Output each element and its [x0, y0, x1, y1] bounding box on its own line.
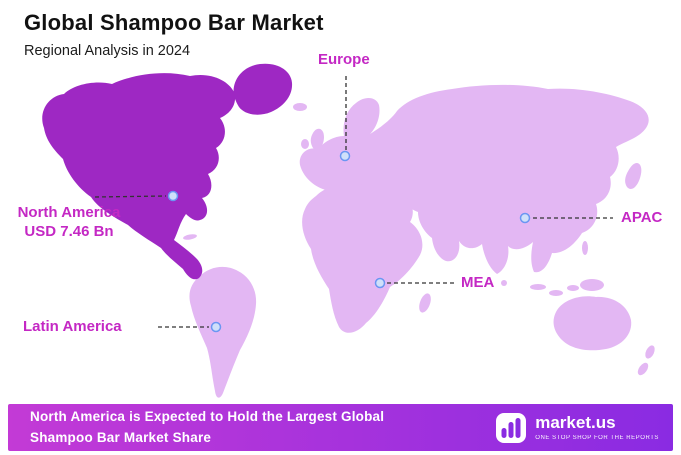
japan — [625, 163, 642, 190]
new-zealand-north — [645, 345, 655, 359]
new-zealand-south — [637, 362, 649, 376]
region-value-north-america: USD 7.46 Bn — [24, 223, 114, 241]
page-title: Global Shampoo Bar Market — [24, 10, 324, 35]
indonesia-1 — [530, 284, 546, 290]
new-guinea — [580, 279, 604, 291]
cuba — [183, 234, 197, 240]
region-label-north-america-name: North America — [17, 204, 121, 221]
marker-europe — [339, 150, 351, 162]
indonesia-3 — [567, 285, 579, 291]
marker-latin-america — [210, 321, 222, 333]
indonesia-2 — [549, 290, 563, 296]
sri-lanka — [501, 280, 507, 286]
philippines — [582, 241, 588, 255]
page-subtitle: Regional Analysis in 2024 — [24, 43, 191, 59]
continent-north-america — [42, 73, 236, 280]
madagascar — [419, 293, 431, 313]
continent-africa — [302, 183, 423, 333]
continent-australia — [553, 296, 632, 351]
marketus-logo-tagline: ONE STOP SHOP FOR THE REPORTS — [535, 434, 659, 441]
banner: North America is Expected to Hold the La… — [8, 404, 673, 451]
iceland — [293, 103, 307, 111]
islands — [183, 103, 655, 376]
united-kingdom — [310, 128, 324, 150]
header: Global Shampoo Bar Market Regional Analy… — [24, 10, 324, 59]
banner-line-2: Shampoo Bar Market Share — [30, 429, 212, 445]
marketus-logo-icon — [496, 412, 527, 443]
banner-text: North America is Expected to Hold the La… — [8, 407, 384, 448]
continent-south-america — [189, 266, 257, 398]
continents — [42, 63, 655, 398]
marker-apac — [519, 212, 531, 224]
region-label-europe: Europe — [318, 51, 370, 68]
continent-eurasia — [299, 84, 649, 274]
marketus-logo-wordmark: market.us ONE STOP SHOP FOR THE REPORTS — [535, 413, 659, 441]
greenland — [233, 63, 293, 115]
region-label-latin-america: Latin America — [23, 318, 122, 335]
marketus-logo-text: market.us — [535, 413, 616, 433]
marketus-logo: market.us ONE STOP SHOP FOR THE REPORTS — [495, 412, 659, 444]
map-markers — [167, 150, 531, 333]
region-label-apac: APAC — [621, 209, 663, 226]
ireland — [301, 139, 309, 149]
region-label-mea: MEA — [461, 274, 495, 291]
connector-north-america — [94, 195, 167, 198]
marker-mea — [374, 277, 386, 289]
marker-north-america — [167, 190, 179, 202]
banner-line-1: North America is Expected to Hold the La… — [30, 409, 385, 425]
region-label-north-america: North America USD 7.46 Bn — [2, 203, 136, 241]
connector-lines — [94, 76, 613, 328]
